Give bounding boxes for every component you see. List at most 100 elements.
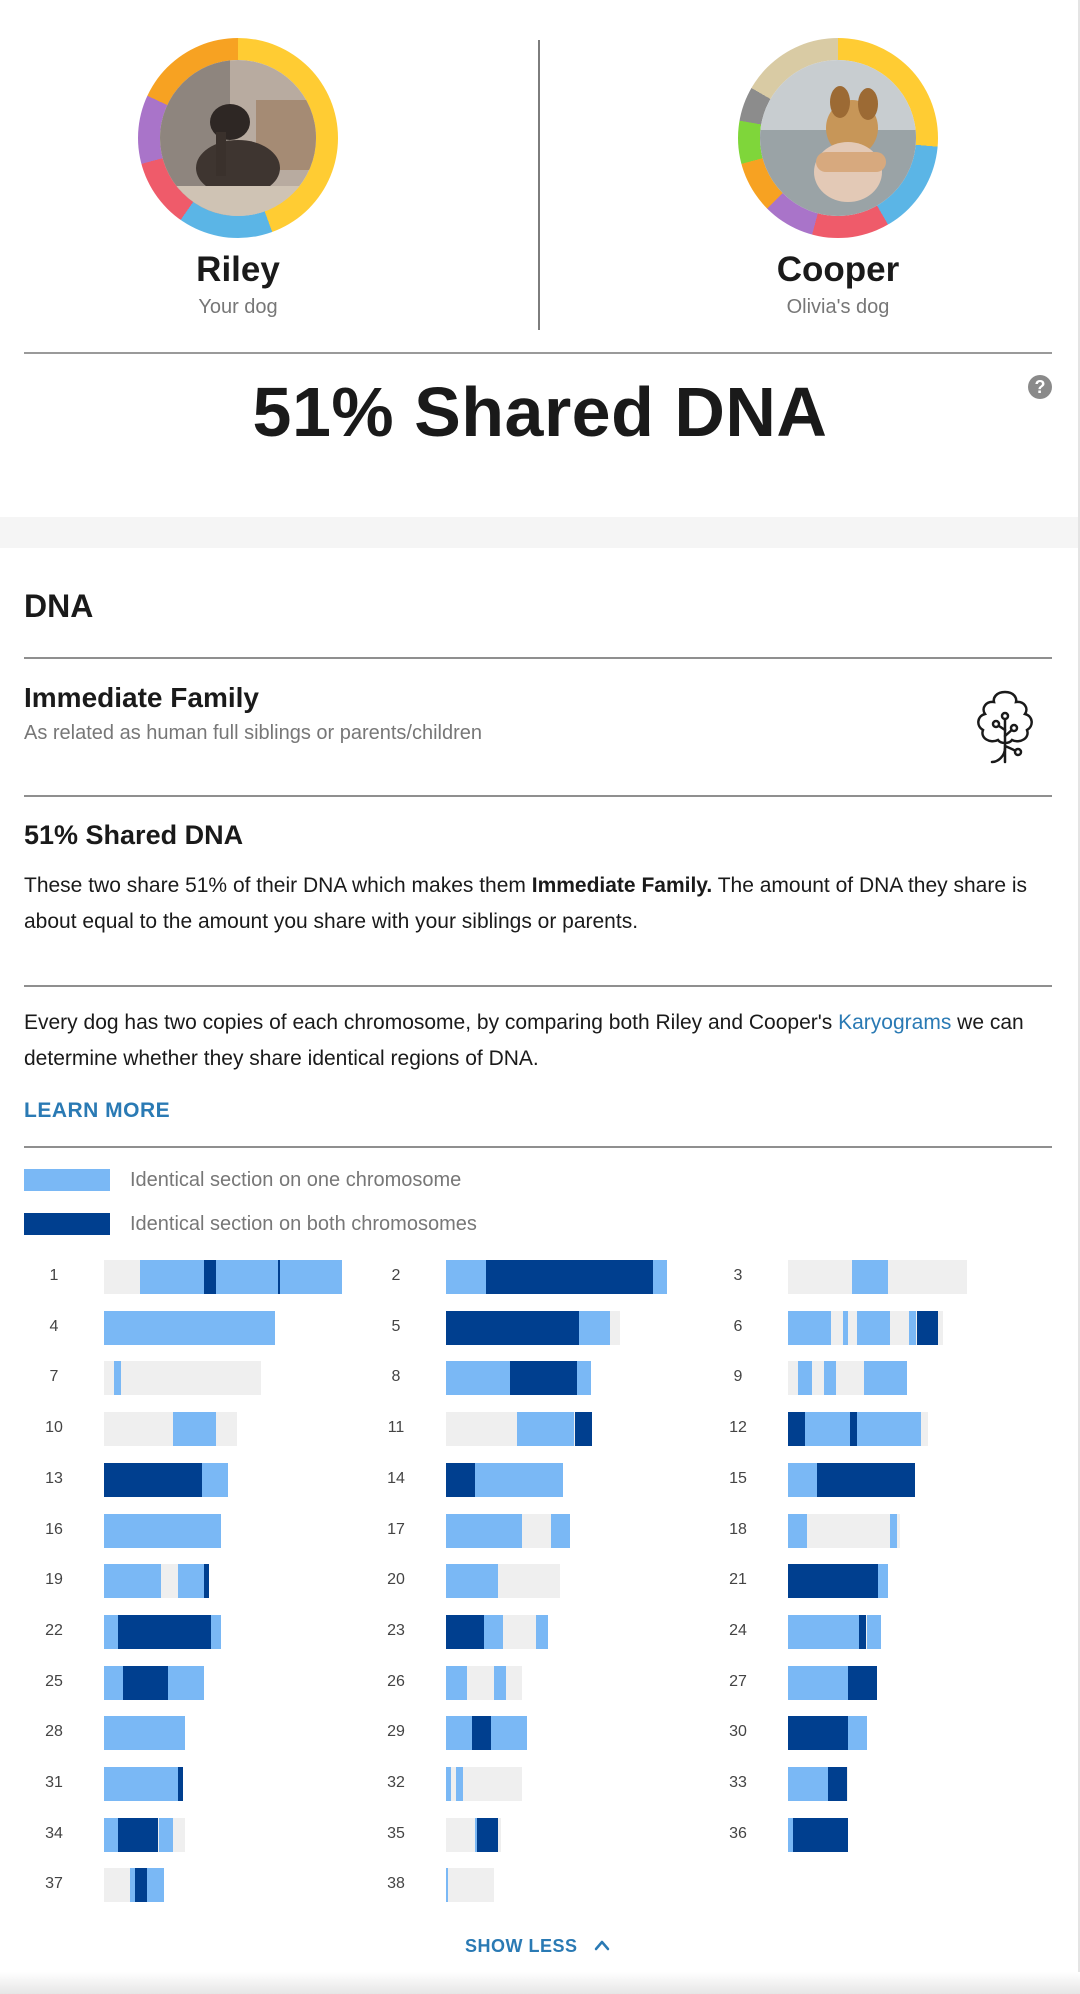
shared-segment [788, 1665, 848, 1700]
chromosome-label-21: 21 [729, 1571, 747, 1589]
shared-segment [788, 1716, 848, 1751]
chromosome-label-25: 25 [45, 1672, 63, 1690]
chromosome-label-26: 26 [387, 1672, 405, 1690]
shared-segment [850, 1412, 857, 1447]
divider [24, 795, 1052, 797]
shared-segment [824, 1361, 836, 1396]
chromosome-bar-10 [104, 1412, 237, 1447]
shared-segment [216, 1260, 278, 1294]
shared-segment [446, 1868, 448, 1903]
shared-segment [446, 1564, 498, 1599]
chromosome-label-20: 20 [387, 1571, 405, 1589]
shared-segment [890, 1513, 897, 1548]
shared-segment [917, 1310, 938, 1345]
chevron-up-icon[interactable] [594, 1938, 610, 1952]
chromosome-bar-36 [788, 1817, 848, 1852]
shared-segment [475, 1817, 477, 1852]
shared-segment [909, 1310, 916, 1345]
shared-segment [104, 1716, 185, 1751]
legend-swatch-one [24, 1169, 110, 1191]
chromosome-bar-6 [788, 1310, 943, 1345]
cooper-breed-ring [738, 38, 938, 238]
karyogram-comparison: 1 2 3 4 5 6 7 8 9 10 11 12 13 14 15 16 17 18 19 20 21 22 23 24 2… [0, 1260, 1078, 1903]
shared-segment [788, 1462, 817, 1497]
cooper-profile[interactable]: Cooper Olivia's dog [718, 38, 958, 319]
shared-segment [446, 1361, 510, 1396]
chromosome-bar-29 [446, 1716, 527, 1751]
shared-segment [575, 1412, 592, 1447]
chromosome-bar-5 [446, 1310, 620, 1345]
shared-segment [788, 1614, 859, 1649]
karyograms-link[interactable]: Karyograms [838, 1011, 952, 1034]
chromosome-label-2: 2 [391, 1267, 401, 1284]
shared-segment [104, 1513, 221, 1548]
chromosome-bar-30 [788, 1716, 867, 1751]
chromosome-label-35: 35 [387, 1824, 405, 1842]
legend-label-one: Identical section on one chromosome [130, 1169, 462, 1191]
chromosome-bar-20 [446, 1564, 560, 1599]
shared-segment [864, 1361, 907, 1396]
shared-segment [446, 1716, 472, 1751]
shared-segment [211, 1614, 221, 1649]
shared-segment [168, 1665, 204, 1700]
shared-segment [446, 1614, 484, 1649]
shared-segment [202, 1462, 228, 1497]
shared-segment [104, 1462, 202, 1497]
header-divider [24, 352, 1052, 354]
shared-segment [104, 1564, 161, 1599]
shared-segment [446, 1260, 486, 1294]
shared-segment [788, 1310, 831, 1345]
shared-segment [843, 1310, 848, 1345]
chromosome-bar-8 [446, 1361, 591, 1396]
shared-segment [456, 1767, 463, 1801]
chromosome-label-27: 27 [729, 1672, 747, 1690]
chromosome-label-30: 30 [729, 1723, 747, 1741]
chromosome-label-28: 28 [45, 1723, 63, 1741]
chromosome-label-19: 19 [45, 1571, 63, 1589]
question-circle-icon[interactable]: ? [1028, 375, 1052, 399]
shared-segment [472, 1716, 491, 1751]
shared-segment [178, 1767, 183, 1801]
chromosome-label-33: 33 [729, 1774, 747, 1791]
shared-segment [579, 1310, 610, 1345]
chromosome-label-13: 13 [45, 1469, 63, 1487]
shared-segment [477, 1817, 498, 1852]
chromosome-bar-25 [104, 1665, 204, 1700]
relationship-title: Immediate Family [24, 682, 259, 713]
chromosome-bar-32 [446, 1767, 522, 1801]
chromosome-bar-17 [446, 1513, 570, 1548]
chromosome-label-15: 15 [729, 1469, 747, 1487]
show-less-button[interactable]: SHOW LESS [465, 1936, 578, 1956]
shared-segment [551, 1513, 570, 1548]
chromosome-bar-35 [446, 1817, 501, 1852]
chromosome-label-6: 6 [733, 1317, 743, 1335]
shared-segment [536, 1614, 548, 1649]
legend-swatch-both [24, 1213, 110, 1235]
chromosome-label-34: 34 [45, 1824, 63, 1842]
shared-segment [653, 1260, 667, 1294]
shared-segment [484, 1614, 503, 1649]
section-title: DNA [24, 588, 94, 624]
divider [24, 657, 1052, 659]
shared-segment [878, 1564, 888, 1599]
bottom-shadow [0, 1972, 1080, 1994]
shared-segment [114, 1361, 121, 1396]
shared-segment [517, 1412, 574, 1447]
riley-profile[interactable]: Riley Your dog [118, 38, 358, 319]
shared-segment [788, 1817, 793, 1852]
learn-more-link[interactable]: LEARN MORE [24, 1099, 171, 1122]
chromosome-bar-14 [446, 1462, 563, 1497]
shared-segment [788, 1412, 805, 1447]
shared-segment [491, 1716, 527, 1751]
chromosome-bar-9 [788, 1361, 907, 1396]
cooper-name: Cooper [776, 250, 900, 289]
cooper-avatar [760, 60, 916, 216]
chromosome-label-36: 36 [729, 1824, 747, 1842]
shared-segment [118, 1817, 158, 1852]
shared-segment [204, 1260, 216, 1294]
shared-segment [173, 1412, 216, 1447]
shared-segment [446, 1310, 579, 1345]
chromosome-bar-2 [446, 1260, 667, 1294]
chromosome-label-10: 10 [45, 1419, 63, 1437]
chromosome-bar-3 [788, 1260, 967, 1294]
